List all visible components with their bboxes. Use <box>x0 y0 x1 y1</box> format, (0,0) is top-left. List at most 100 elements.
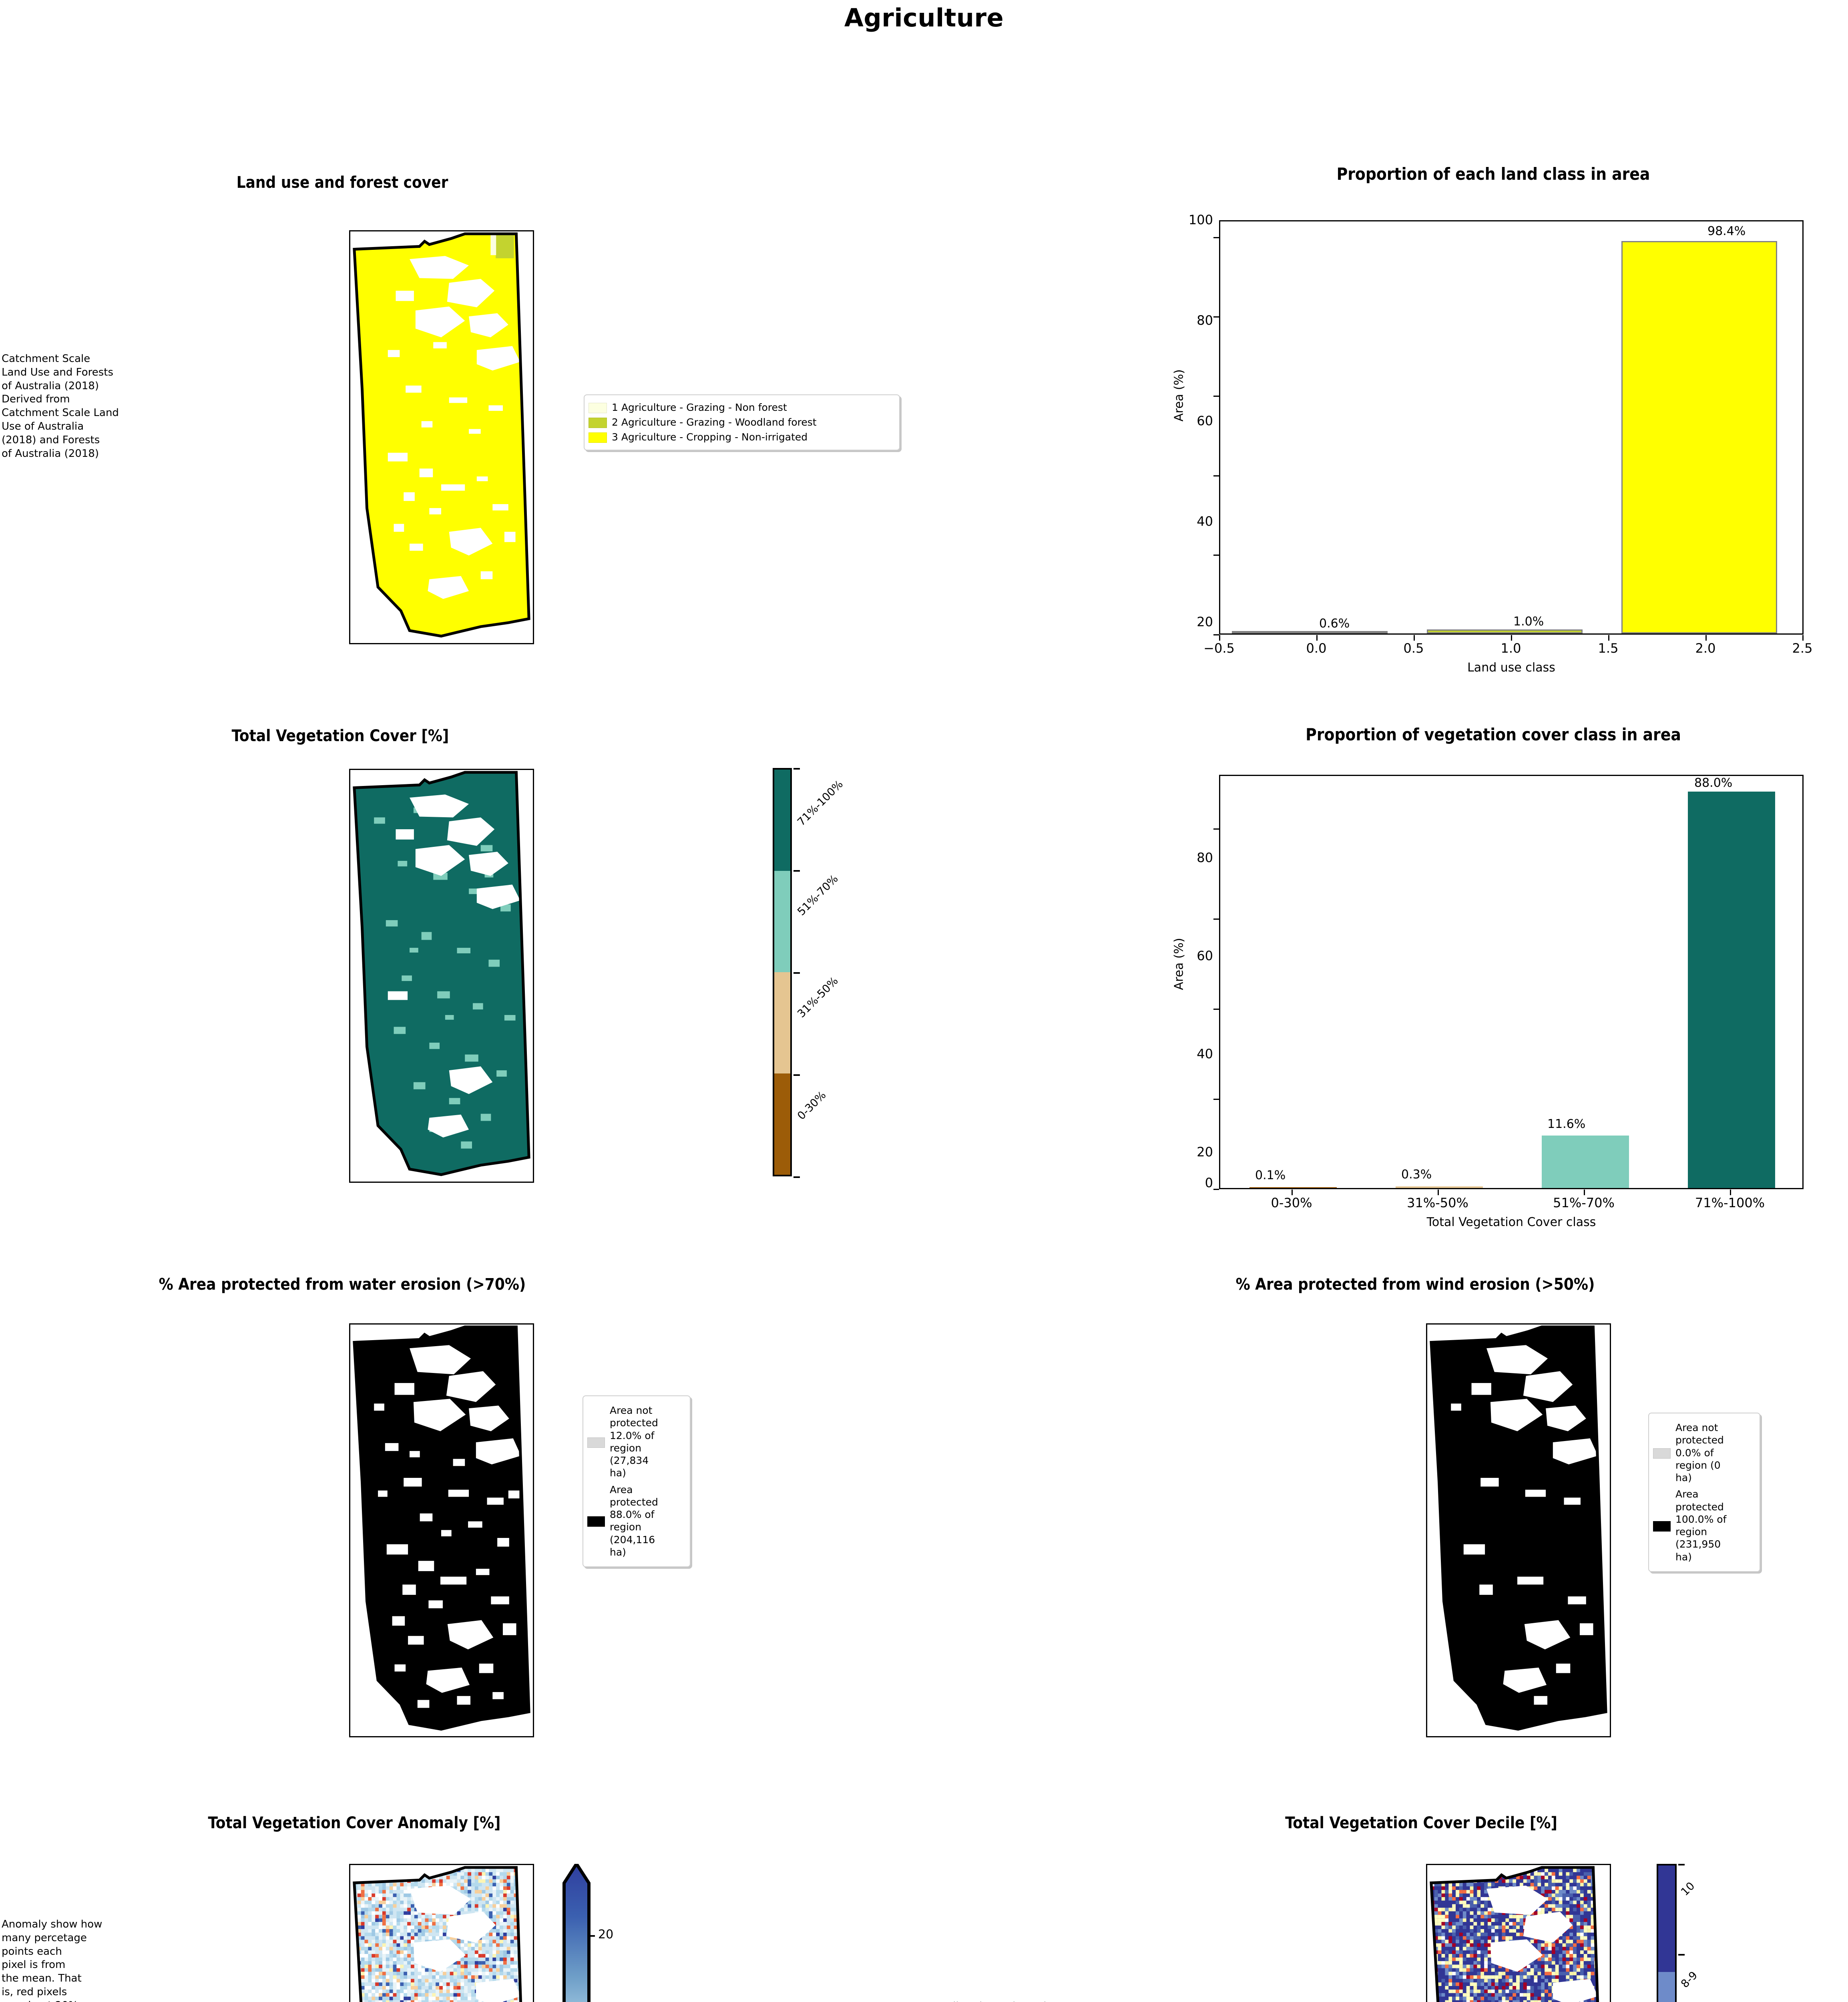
veg-cover-map-canvas <box>353 771 530 1176</box>
x-tick-label: 0.5 <box>1403 641 1424 656</box>
legend-label: Area not protected 0.0% of region (0 ha) <box>1675 1422 1724 1483</box>
colorbar-tick-label-20: 20 <box>598 1928 614 1942</box>
water-erosion-legend: Area not protected 12.0% of region (27,8… <box>583 1395 691 1567</box>
y-tick-label: 100 <box>1188 212 1213 227</box>
x-axis-label: Land use class <box>1467 661 1555 675</box>
decile-map <box>1426 1864 1611 2002</box>
bar-value-label: 98.4% <box>1707 224 1746 238</box>
water-erosion-map-canvas <box>353 1325 530 1731</box>
bar-value-label: 1.0% <box>1513 615 1544 629</box>
x-tick-label: 2.0 <box>1695 641 1716 656</box>
y-tick-label: 40 <box>1197 1046 1213 1061</box>
wind-erosion-panel-title: % Area protected from wind erosion (>50%… <box>1235 1275 1595 1294</box>
legend-label: 1 Agriculture - Grazing - Non forest <box>612 402 787 413</box>
x-tick-label: 0-30% <box>1271 1195 1312 1210</box>
colorbar-segment-71-100 <box>774 770 790 871</box>
bar-value-label: 0.6% <box>1319 617 1350 631</box>
water-erosion-panel-title: % Area protected from water erosion (>70… <box>159 1275 526 1294</box>
colorbar-segment-51-70 <box>774 871 790 972</box>
chart-title: Proportion of vegetation cover class in … <box>1306 725 1681 744</box>
veg-cover-colorbar <box>773 768 792 1176</box>
colorbar-tick-label-10: 10 <box>1679 1879 1697 1898</box>
y-axis-label: Area (%) <box>1172 938 1186 990</box>
legend-item: 3 Agriculture - Cropping - Non-irrigated <box>589 431 894 444</box>
wind-erosion-legend: Area not protected 0.0% of region (0 ha)… <box>1648 1413 1760 1572</box>
x-tick-label: 31%-50% <box>1407 1195 1468 1210</box>
y-tick-label: 40 <box>1197 514 1213 529</box>
colorbar-tick-label-71-100: 71%-100% <box>795 778 846 828</box>
legend-swatch-area-protected <box>1653 1521 1671 1532</box>
bar-veg-class-51-70 <box>1542 1136 1629 1188</box>
chart-title: Proportion of each land class in area <box>1336 164 1650 184</box>
x-tick-label: 0.0 <box>1306 641 1327 656</box>
legend-swatch-area-protected <box>587 1516 605 1527</box>
colorbar-segment-10 <box>1658 1865 1675 1972</box>
decile-panel-title: Total Vegetation Cover Decile [%] <box>1285 1814 1557 1832</box>
bar-land-class-2 <box>1621 241 1777 633</box>
land-class-proportion-chart: Proportion of each land class in area Ar… <box>1153 164 1834 675</box>
colorbar-segment-8-9 <box>1658 1972 1675 2002</box>
land-use-source-note: Catchment Scale Land Use and Forests of … <box>2 353 119 460</box>
legend-item: Area not protected 0.0% of region (0 ha) <box>1653 1421 1754 1484</box>
legend-label: Area protected 100.0% of region (231,950… <box>1675 1488 1727 1563</box>
colorbar-tick-label-51-70: 51%-70% <box>795 872 841 918</box>
legend-item: Area protected 100.0% of region (231,950… <box>1653 1488 1754 1563</box>
plot-area <box>1219 775 1804 1189</box>
anomaly-map <box>349 1864 534 2002</box>
legend-item: 2 Agriculture - Grazing - Woodland fores… <box>589 416 894 429</box>
y-tick-label: 60 <box>1197 948 1213 963</box>
y-tick-label: 60 <box>1197 413 1213 428</box>
y-tick-label: 80 <box>1197 313 1213 328</box>
colorbar-segment-31-50 <box>774 972 790 1073</box>
legend-swatch-area-not-protected <box>587 1437 605 1448</box>
colorbar-tick-label-0-30: 0-30% <box>795 1089 829 1122</box>
plot-area <box>1219 220 1804 635</box>
bar-land-class-1 <box>1427 629 1583 633</box>
colorbar-tick-label-31-50: 31%-50% <box>795 975 841 1020</box>
bar-veg-class-0-30 <box>1249 1187 1337 1188</box>
legend-label: Area not protected 12.0% of region (27,8… <box>610 1405 658 1479</box>
anomaly-map-canvas <box>353 1866 529 2002</box>
veg-cover-panel-title: Total Vegetation Cover [%] <box>231 727 449 745</box>
bar-value-label: 11.6% <box>1547 1117 1586 1131</box>
bar-value-label: 0.1% <box>1255 1168 1286 1182</box>
y-tick-label: 20 <box>1197 1144 1213 1160</box>
x-tick-label: 1.5 <box>1598 641 1619 656</box>
anomaly-panel-title: Total Vegetation Cover Anomaly [%] <box>208 1814 501 1832</box>
legend-swatch-cropping-non-irrigated <box>589 432 607 443</box>
anomaly-colorbar <box>562 1864 591 2002</box>
bar-value-label: 88.0% <box>1694 776 1733 790</box>
legend-label: Area protected 88.0% of region (204,116 … <box>610 1483 658 1558</box>
legend-swatch-grazing-woodland-forest <box>589 418 607 428</box>
vegetation-cover-proportion-chart: Proportion of vegetation cover class in … <box>1153 725 1834 1229</box>
x-tick-label: −0.5 <box>1203 641 1235 656</box>
legend-swatch-area-not-protected <box>1653 1448 1671 1459</box>
legend-swatch-grazing-non-forest <box>589 403 607 413</box>
x-tick-label: 2.5 <box>1792 641 1813 656</box>
decile-map-canvas <box>1430 1866 1606 2002</box>
bar-veg-class-31-50 <box>1396 1186 1483 1188</box>
decile-colorbar <box>1657 1864 1677 2002</box>
y-tick-label: 80 <box>1197 850 1213 865</box>
legend-item: Area not protected 12.0% of region (27,8… <box>587 1404 684 1479</box>
land-use-legend: 1 Agriculture - Grazing - Non forest 2 A… <box>584 394 900 450</box>
x-tick-label: 51%-70% <box>1553 1195 1615 1210</box>
legend-item: Area protected 88.0% of region (204,116 … <box>587 1483 684 1559</box>
land-use-panel-title: Land use and forest cover <box>236 173 448 192</box>
land-use-map-canvas <box>353 232 530 638</box>
water-erosion-map <box>349 1323 534 1737</box>
bar-veg-class-71-100 <box>1688 792 1775 1188</box>
colorbar-tick-label-8-9: 8-9 <box>1679 1969 1700 1990</box>
legend-label: 2 Agriculture - Grazing - Woodland fores… <box>612 416 817 428</box>
y-tick-label: 0 <box>1205 1175 1213 1190</box>
legend-label: 3 Agriculture - Cropping - Non-irrigated <box>612 431 808 443</box>
legend-item: 1 Agriculture - Grazing - Non forest <box>589 401 894 414</box>
x-tick-label: 71%-100% <box>1695 1195 1765 1210</box>
bar-land-class-0 <box>1232 631 1388 633</box>
colorbar-segment-0-30 <box>774 1073 790 1175</box>
bar-value-label: 0.3% <box>1401 1168 1432 1182</box>
x-axis-label: Total Vegetation Cover class <box>1426 1215 1596 1229</box>
anomaly-explanation-note: Anomaly show how many percetage points e… <box>2 1918 102 2002</box>
land-use-map <box>349 230 534 644</box>
veg-cover-map <box>349 769 534 1183</box>
